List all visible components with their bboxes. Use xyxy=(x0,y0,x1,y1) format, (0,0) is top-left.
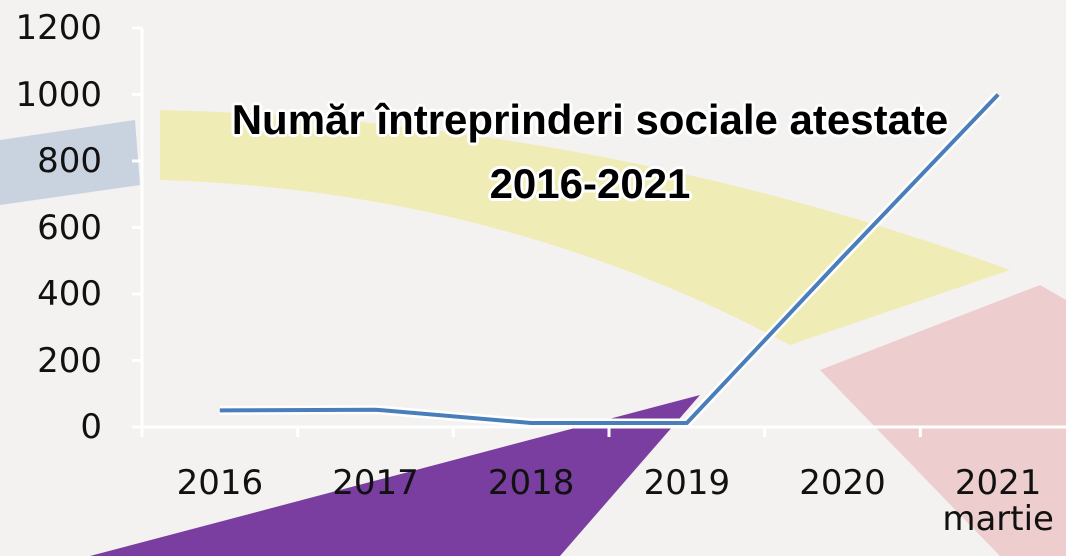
decor xyxy=(90,395,700,556)
y-tick-label: 200 xyxy=(37,340,102,381)
x-tick-label: 2019 xyxy=(643,463,731,503)
y-tick-label: 400 xyxy=(37,274,102,314)
x-tick-label: 2020 xyxy=(799,463,886,503)
decor xyxy=(0,120,140,205)
y-tick-label: 600 xyxy=(37,207,102,248)
decor xyxy=(820,285,1066,556)
x-tick-label: 2017 xyxy=(332,463,419,503)
x-tick-label: 2018 xyxy=(487,463,575,503)
decor xyxy=(160,110,1010,345)
x-tick-label: 2016 xyxy=(176,463,264,503)
y-tick-label: 0 xyxy=(80,407,102,447)
y-tick-label: 800 xyxy=(37,141,102,181)
x-tick-label: 2021 martie xyxy=(942,463,1054,539)
y-tick-label: 1200 xyxy=(15,8,102,48)
y-tick-label: 1000 xyxy=(15,74,102,115)
data-line xyxy=(219,93,1000,426)
chart-title: Număr întreprinderi sociale atestate 201… xyxy=(231,96,949,207)
